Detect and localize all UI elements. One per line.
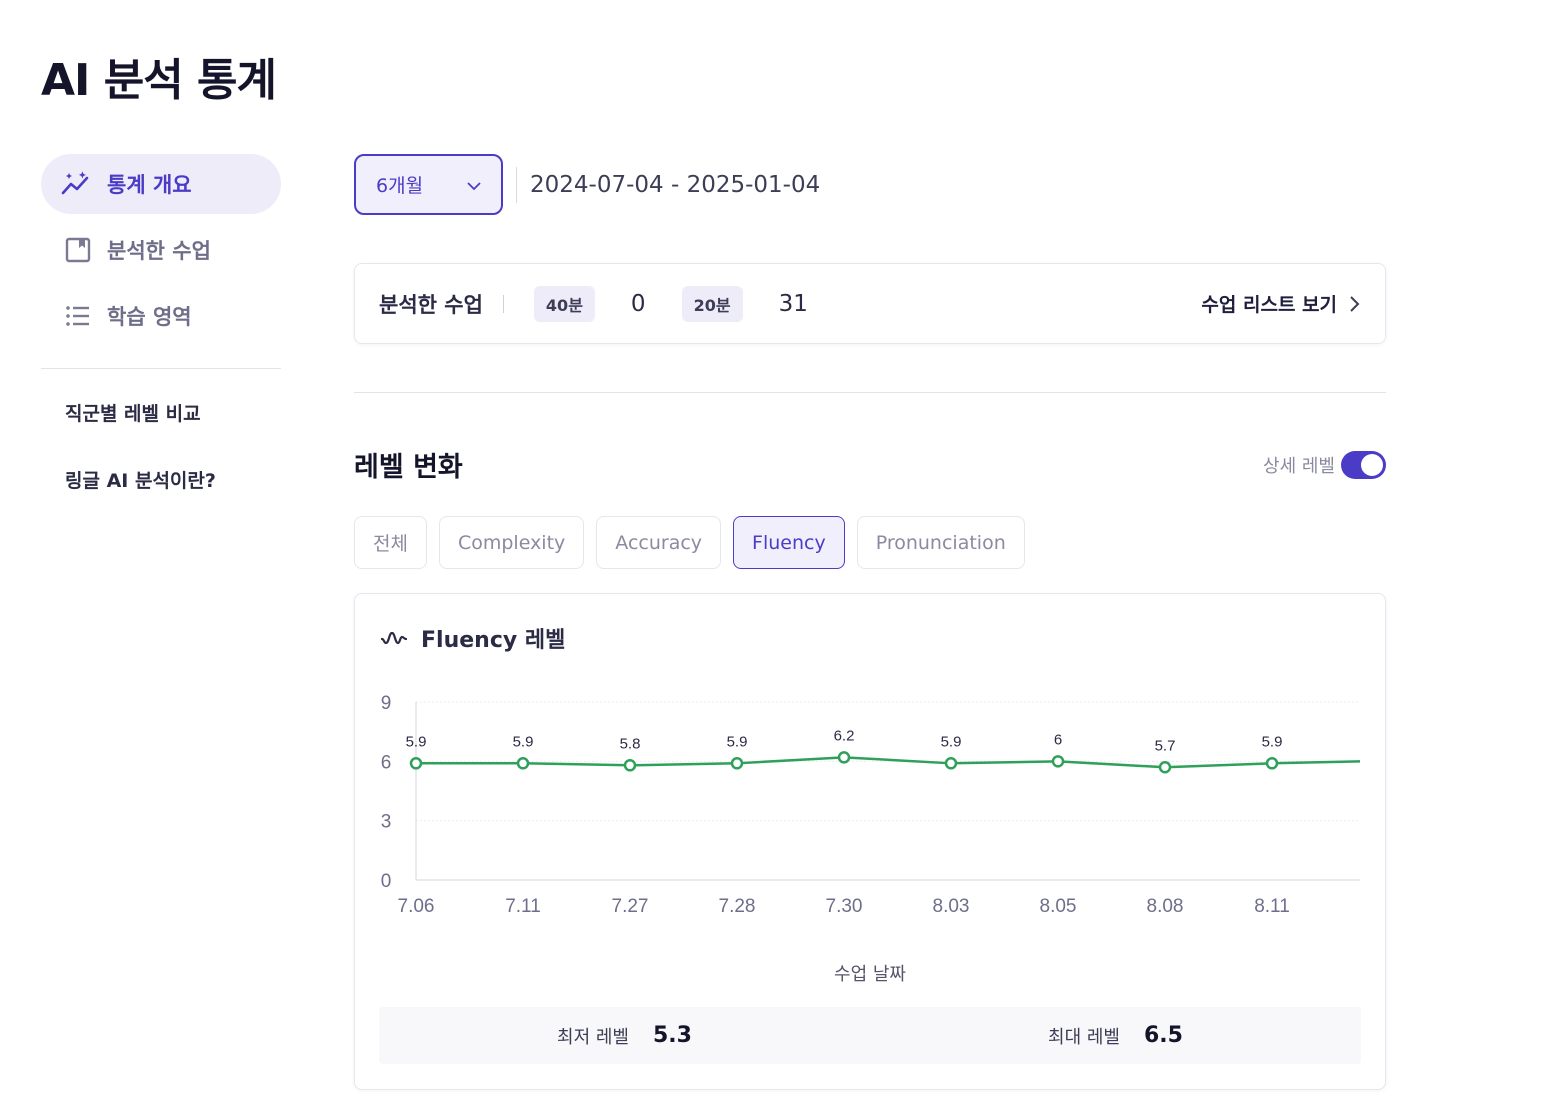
level-change-header: 레벨 변화 상세 레벨: [354, 445, 1386, 484]
x-tick-label: 7.27: [612, 896, 649, 917]
period-value: 6개월: [376, 175, 424, 197]
period-filter-row: 6개월 2024-07-04 - 2025-01-04: [354, 154, 1386, 215]
x-tick-label: 8.05: [1040, 896, 1077, 917]
min-level-value: 5.3: [652, 1023, 692, 1048]
x-tick-label: 8.08: [1147, 896, 1184, 917]
about-ai-analysis-link[interactable]: 링글 AI 분석이란?: [65, 470, 216, 492]
analyzed-lessons-title: 분석한 수업: [379, 292, 483, 317]
lessons-divider: [502, 294, 504, 313]
chart-title-text: Fluency 레벨: [421, 628, 566, 653]
data-point: [944, 757, 958, 770]
data-label: 6.2: [834, 727, 855, 744]
data-point: [1265, 757, 1279, 770]
bookmark-icon: [61, 236, 95, 264]
sidebar-item-label: 학습 영역: [107, 305, 192, 329]
lesson-list-link[interactable]: 수업 리스트 보기: [1201, 290, 1361, 317]
sidebar-item-overview[interactable]: 통계 개요: [41, 154, 281, 214]
data-label: 5.9: [941, 733, 962, 750]
duration-badge-20: 20분: [681, 285, 743, 322]
main-content: 6개월 2024-07-04 - 2025-01-04 분석한 수업 40분 0…: [354, 154, 1386, 1090]
lesson-count-20: 31: [778, 290, 808, 317]
max-level-value: 6.5: [1143, 1023, 1183, 1048]
lesson-list-link-label: 수업 리스트 보기: [1201, 294, 1337, 316]
y-tick-label: 6: [381, 752, 392, 773]
filter-divider: [516, 166, 517, 203]
x-tick-label: 7.30: [826, 896, 863, 917]
y-tick-label: 3: [381, 812, 392, 833]
data-label: 5.7: [1155, 737, 1176, 754]
x-tick-label: 8.03: [933, 896, 970, 917]
x-tick-label: 7.11: [505, 896, 541, 917]
data-label: 5.9: [513, 733, 534, 750]
toggle-knob: [1361, 453, 1383, 476]
data-point: [409, 757, 423, 770]
data-label: 6: [1054, 731, 1062, 748]
data-point: [623, 759, 637, 772]
chevron-right-icon: [1350, 295, 1360, 312]
sidebar: 통계 개요 분석한 수업 학습 영역 직군별 레벨 비교 링글 AI 분석이란?: [41, 154, 281, 533]
max-level-label: 최대 레벨: [1048, 1026, 1120, 1048]
period-dropdown[interactable]: 6개월: [354, 154, 503, 215]
data-point: [1158, 761, 1172, 774]
min-level: 최저 레벨 5.3: [379, 1007, 870, 1064]
lesson-count-40: 0: [630, 290, 646, 317]
level-change-title: 레벨 변화: [354, 452, 463, 483]
max-level: 최대 레벨 6.5: [870, 1007, 1361, 1064]
data-point: [730, 757, 744, 770]
data-label: 5.9: [727, 733, 748, 750]
analyzed-lessons-card: 분석한 수업 40분 0 20분 31 수업 리스트 보기: [354, 263, 1386, 344]
level-tabs: 전체 Complexity Accuracy Fluency Pronuncia…: [354, 516, 1386, 569]
detail-level-toggle[interactable]: [1341, 450, 1386, 479]
series-line: [416, 756, 1361, 769]
job-level-compare-link[interactable]: 직군별 레벨 비교: [65, 403, 201, 425]
tab-fluency[interactable]: Fluency: [733, 516, 845, 569]
tab-all[interactable]: 전체: [354, 516, 427, 569]
sidebar-item-analyzed-lessons[interactable]: 분석한 수업: [41, 220, 281, 280]
wave-icon: [381, 631, 407, 645]
sidebar-item-learning-areas[interactable]: 학습 영역: [41, 286, 281, 346]
x-tick-label: 7.28: [719, 896, 756, 917]
duration-badge-40: 40분: [533, 285, 595, 322]
section-divider: [354, 392, 1386, 393]
tab-pronunciation[interactable]: Pronunciation: [856, 516, 1025, 569]
detail-level-label: 상세 레벨: [1263, 455, 1335, 477]
data-label: 5.8: [620, 735, 641, 752]
chart-title: Fluency 레벨: [381, 622, 565, 654]
fluency-chart-card: 0 3 6 9 5.9 7.06 5.9 7.11 5.8 7.27 5.9 7.28 6.2 7.30 5…: [354, 593, 1386, 1090]
data-point: [516, 757, 530, 770]
x-axis-title: 수업 날짜: [834, 964, 906, 985]
page-title: AI 분석 통계: [41, 55, 277, 106]
data-point: [837, 751, 851, 764]
x-tick-label: 7.06: [398, 896, 435, 917]
min-level-label: 최저 레벨: [557, 1026, 629, 1048]
sidebar-item-label: 분석한 수업: [107, 239, 211, 263]
data-label: 5.9: [1262, 733, 1283, 750]
level-summary: 최저 레벨 5.3 최대 레벨 6.5: [379, 1007, 1361, 1064]
x-tick-label: 8.11: [1254, 896, 1290, 917]
sidebar-divider: [41, 368, 281, 369]
data-point: [1051, 755, 1065, 768]
fluency-line-chart: 0 3 6 9 5.9 7.06 5.9 7.11 5.8 7.27 5.9 7.28 6.2 7.30 5…: [381, 693, 1361, 917]
chart-sparkle-icon: [61, 170, 95, 198]
data-label: 5.9: [406, 733, 427, 750]
detail-level-control: 상세 레벨: [1263, 450, 1386, 479]
y-tick-label: 0: [381, 871, 392, 892]
tab-accuracy[interactable]: Accuracy: [596, 516, 722, 569]
y-tick-label: 9: [381, 693, 392, 714]
date-range: 2024-07-04 - 2025-01-04: [530, 171, 821, 198]
tab-complexity[interactable]: Complexity: [438, 516, 585, 569]
sidebar-item-label: 통계 개요: [107, 173, 192, 197]
chevron-down-icon: [467, 174, 481, 196]
list-icon: [61, 302, 95, 330]
